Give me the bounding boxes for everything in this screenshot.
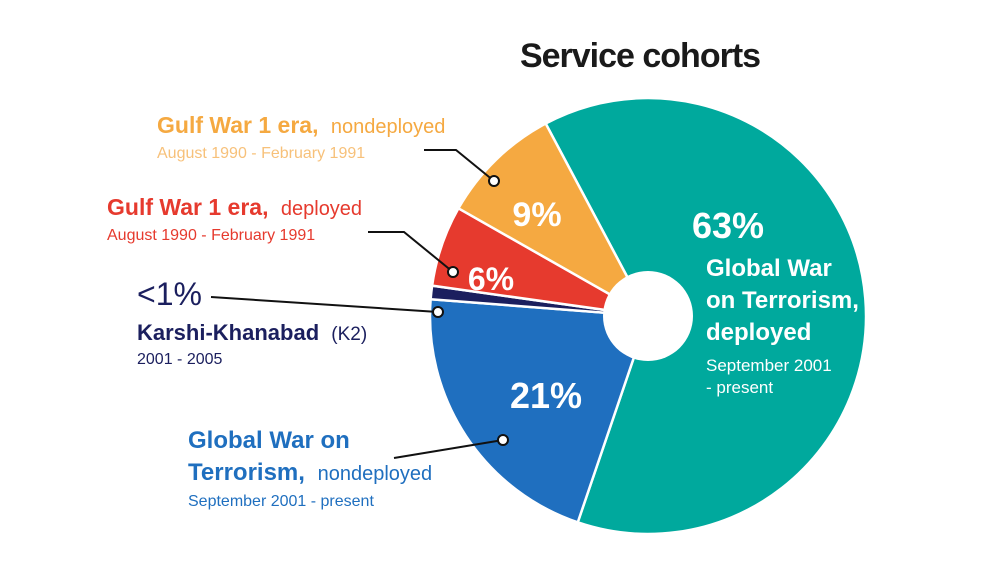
label-gw-deployed-suffix: deployed [281, 198, 362, 220]
label-gwot-deployed-line-3: deployed [706, 319, 811, 346]
label-k2-percent: <1% [137, 276, 202, 312]
label-gw-nondeployed-bold: Gulf War 1 era, [157, 112, 318, 138]
label-gw-deployed-dates: August 1990 - February 1991 [107, 227, 315, 244]
slice-percent-gwot-deployed: 63% [692, 205, 764, 246]
svg-text:Terrorism, nondeployed: Terrorism, nondeployed [188, 459, 432, 486]
label-gwot-deployed-line-1: Global War [706, 255, 832, 282]
slice-gwot-deployed [543, 96, 868, 536]
label-k2-suffix: (K2) [331, 324, 367, 345]
label-gwot-nondeployed-dates: September 2001 - present [188, 493, 374, 510]
label-gwot-nondeployed-bold-1: Global War on [188, 427, 350, 454]
label-k2-dates: 2001 - 2005 [137, 351, 223, 368]
slice-percent-gw-nondeployed: 9% [512, 196, 561, 234]
label-gw-deployed: Gulf War 1 era, deployed August 1990 - F… [107, 194, 362, 244]
leader-gwot-nondeployed [393, 439, 504, 459]
label-gw-deployed-bold: Gulf War 1 era, [107, 194, 268, 220]
svg-text:Gulf War 1 era, nondeplo: Gulf War 1 era, nondeployed [157, 112, 445, 138]
label-gwot-deployed-date-1: September 2001 [706, 356, 832, 375]
label-gw-nondeployed-dates: August 1990 - February 1991 [157, 145, 365, 162]
slice-percent-gwot-nondeployed: 21% [510, 375, 582, 416]
label-k2: <1% Karshi-Khanabad (K2) 2001 - 2005 [137, 276, 367, 368]
pie-center-hole [603, 271, 693, 361]
leader-k2-dot [432, 306, 444, 318]
svg-text:Karshi-Khanabad (K2): Karshi-Khanabad (K2) [137, 320, 367, 345]
label-gwot-deployed-date-2: - present [706, 378, 773, 397]
svg-text:Gulf War 1 era, deployed: Gulf War 1 era, deployed [107, 194, 362, 220]
label-gwot-deployed-line-2: on Terrorism, [706, 287, 859, 314]
label-gwot-nondeployed-bold-2: Terrorism, [188, 459, 305, 486]
leader-gw-nondeployed [424, 149, 495, 182]
leader-lines [210, 149, 509, 459]
label-k2-bold: Karshi-Khanabad [137, 320, 319, 345]
leader-k2 [210, 296, 439, 313]
label-gw-nondeployed: Gulf War 1 era, nondeployed August 1990 … [157, 112, 445, 162]
chart-title: Service cohorts [520, 37, 760, 75]
slice-percent-gw-deployed: 6% [468, 261, 514, 297]
label-gwot-nondeployed: Global War on Terrorism, nondeployed Sep… [188, 427, 432, 510]
label-gw-nondeployed-suffix: nondeployed [331, 116, 446, 138]
leader-gw-nondeployed-dot [488, 175, 500, 187]
label-gwot-nondeployed-suffix: nondeployed [318, 463, 433, 485]
leader-gw-deployed-dot [447, 266, 459, 278]
pie-slices [428, 96, 868, 536]
leader-gwot-nondeployed-dot [497, 434, 509, 446]
leader-gw-deployed [368, 231, 454, 273]
slice-gw-nondeployed [456, 121, 652, 320]
slice-gwot-nondeployed [428, 297, 650, 524]
label-gwot-deployed: Global War on Terrorism, deployed Septem… [706, 255, 859, 397]
